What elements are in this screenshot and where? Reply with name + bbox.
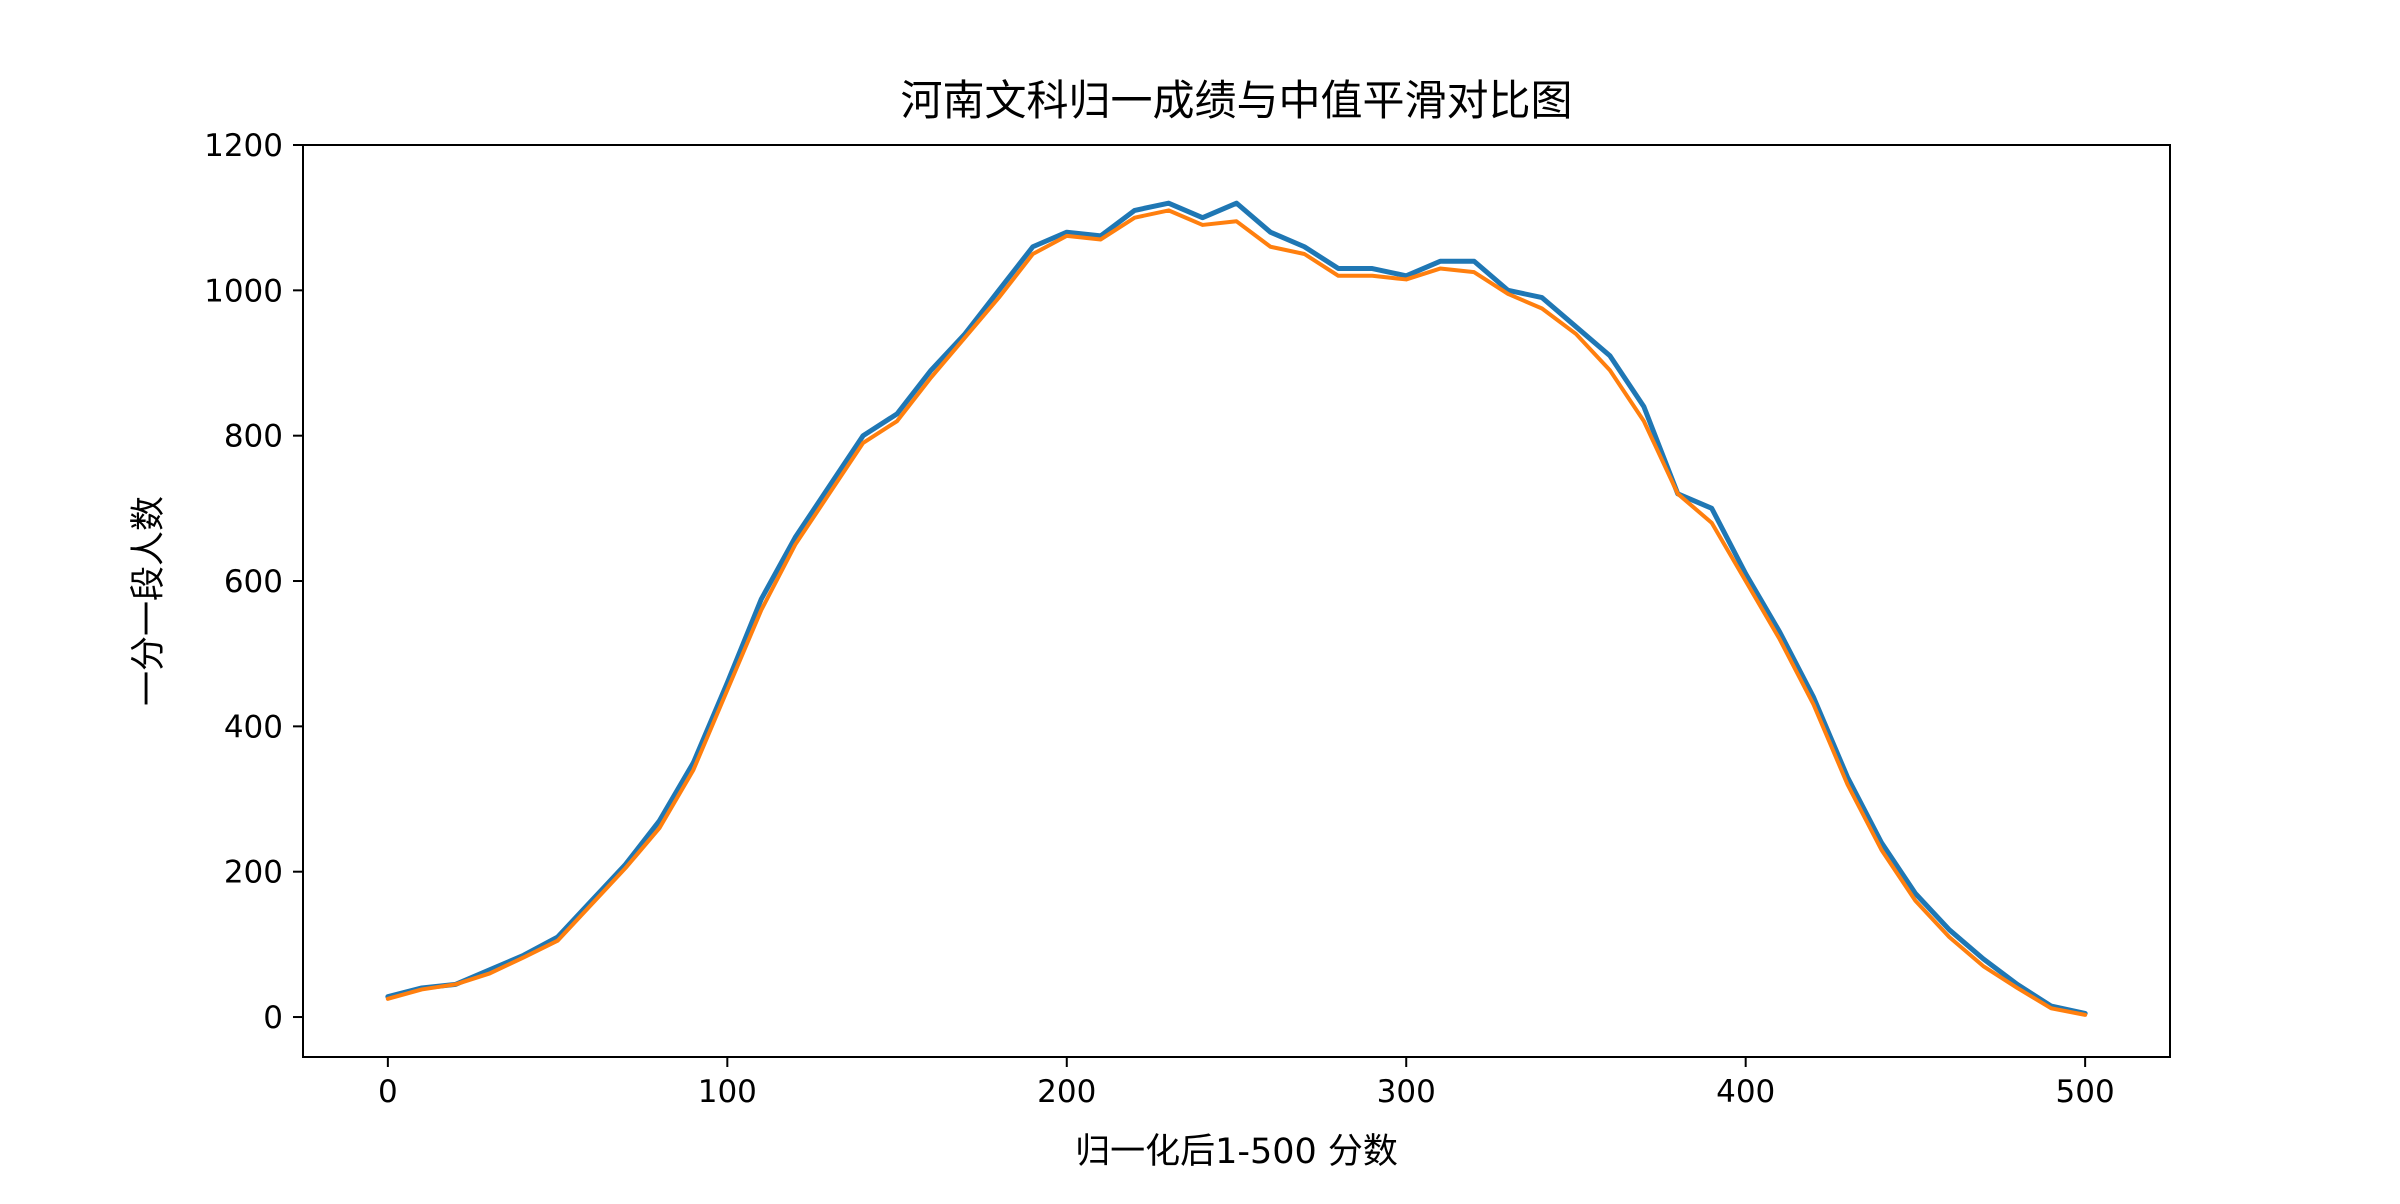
series-line-1 (385, 200, 2088, 1016)
y-axis: 0 200 400 600 800 1000 1200 (204, 128, 303, 1036)
plot-frame (302, 144, 2171, 1058)
x-tick-label: 200 (1037, 1074, 1096, 1110)
y-tick-label: 0 (263, 1000, 283, 1036)
x-axis: 0 100 200 300 400 500 (378, 1057, 2115, 1110)
x-tick-label: 500 (2056, 1074, 2115, 1110)
y-tick-label: 1200 (204, 128, 283, 164)
chart-title: 河南文科归一成绩与中值平滑对比图 (900, 76, 1572, 125)
y-tick-label: 400 (224, 709, 283, 745)
series-line-2 (385, 208, 2088, 1017)
y-tick-label: 1000 (204, 273, 283, 309)
x-tick-label: 400 (1716, 1074, 1775, 1110)
y-tick-label: 200 (224, 855, 283, 891)
x-axis-label: 归一化后1-500 分数 (1075, 1132, 1398, 1172)
x-tick-label: 100 (698, 1074, 757, 1110)
y-tick-label: 600 (224, 564, 283, 600)
y-axis-label: 一分一段人数 (129, 496, 169, 706)
y-tick-label: 800 (224, 419, 283, 455)
x-tick-label: 0 (378, 1074, 398, 1110)
x-tick-label: 300 (1377, 1074, 1436, 1110)
plot-area (385, 200, 2088, 1017)
